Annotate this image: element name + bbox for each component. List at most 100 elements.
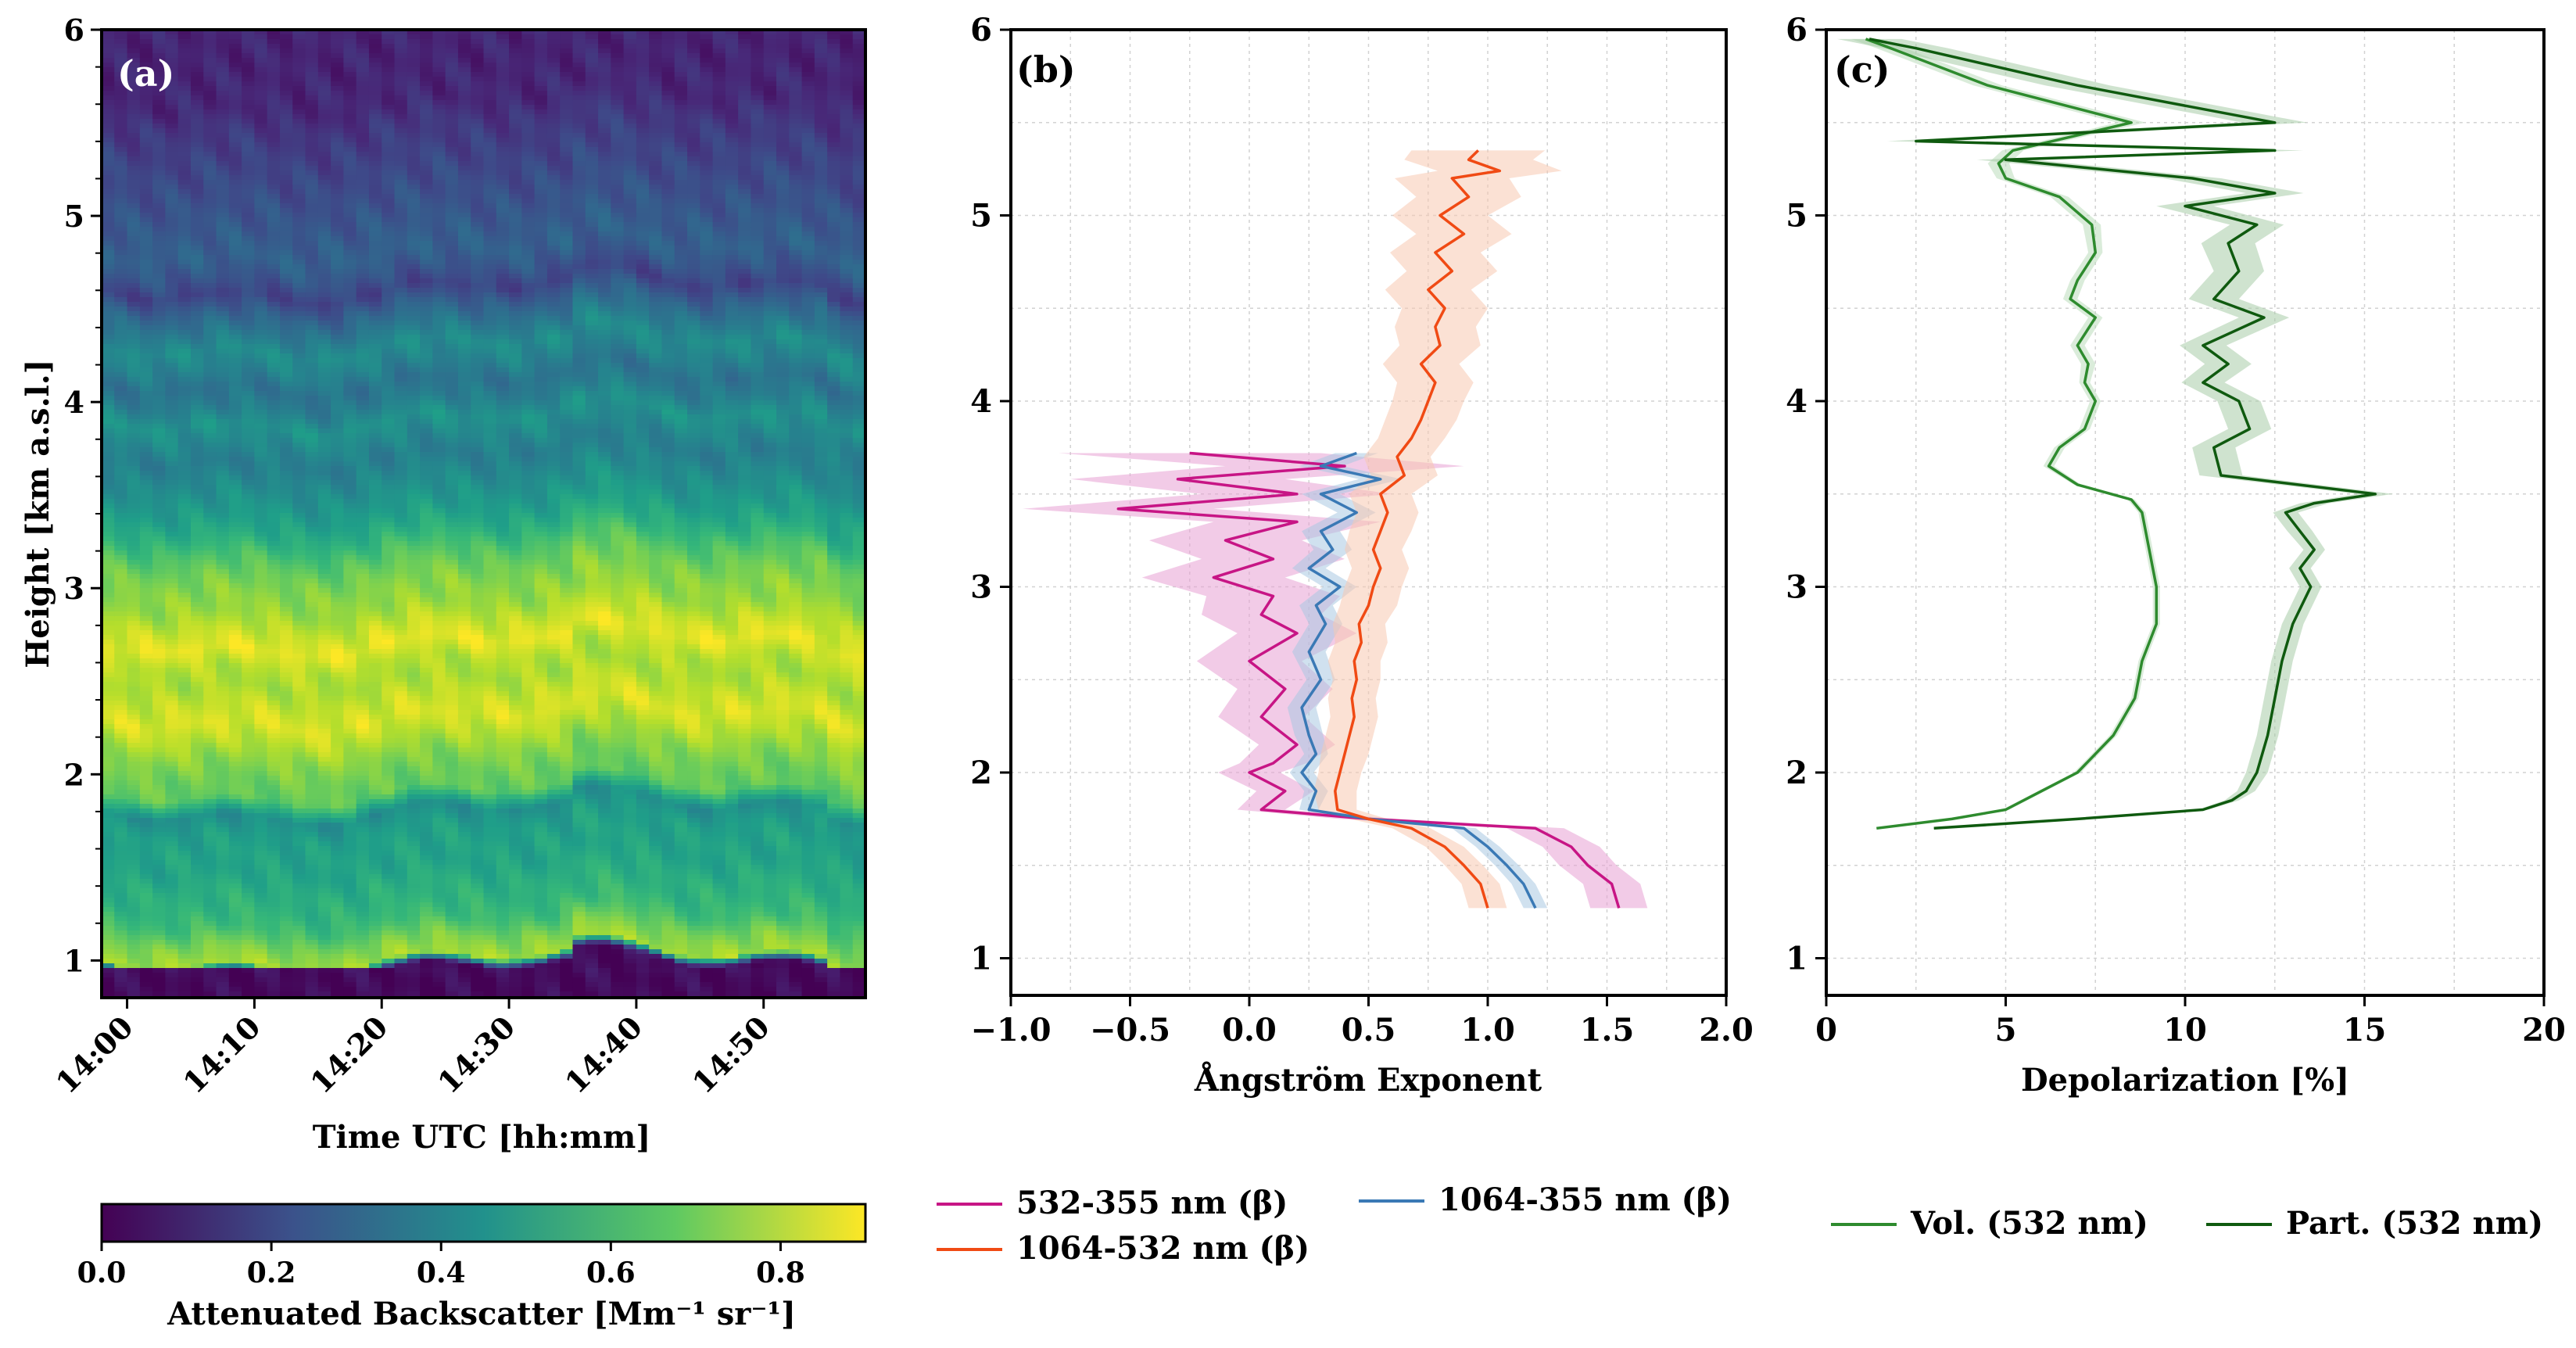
heatmap-cell [228, 494, 242, 500]
heatmap-cell [242, 940, 255, 945]
heatmap-cell [216, 124, 230, 129]
heatmap-cell [267, 414, 281, 420]
heatmap-cell [305, 443, 319, 448]
heatmap-cell [165, 987, 179, 992]
heatmap-cell [317, 39, 331, 45]
heatmap-cell [177, 39, 192, 45]
heatmap-cell [102, 63, 115, 68]
heatmap-cell [102, 335, 115, 340]
heatmap-cell [292, 297, 306, 303]
heatmap-cell [165, 128, 179, 134]
heatmap-cell [216, 283, 230, 289]
heatmap-cell [317, 382, 331, 387]
heatmap-cell [216, 77, 230, 82]
heatmap-cell [228, 485, 242, 490]
heatmap-cell [177, 283, 192, 289]
heatmap-cell [190, 292, 204, 298]
heatmap-cell [368, 565, 382, 570]
heatmap-cell [331, 189, 344, 195]
heatmap-cell [292, 471, 306, 476]
heatmap-cell [127, 48, 141, 54]
heatmap-cell [228, 701, 242, 706]
heatmap-cell [382, 611, 396, 617]
heatmap-cell [317, 902, 331, 908]
heatmap-cell [292, 222, 306, 228]
heatmap-cell [356, 231, 370, 237]
heatmap-cell [127, 288, 141, 293]
heatmap-cell [305, 30, 319, 35]
heatmap-cell [305, 738, 319, 744]
heatmap-cell [254, 630, 268, 636]
heatmap-cell [356, 452, 370, 457]
heatmap-cell [368, 841, 382, 847]
heatmap-cell [177, 424, 192, 429]
heatmap-cell [139, 142, 153, 148]
heatmap-cell [279, 644, 293, 650]
heatmap-cell [279, 185, 293, 190]
heatmap-cell [152, 898, 167, 903]
heatmap-cell [382, 705, 396, 711]
heatmap-cell [331, 827, 344, 833]
heatmap-cell [267, 382, 281, 387]
heatmap-cell [382, 518, 396, 523]
heatmap-cell [368, 583, 382, 589]
heatmap-cell [228, 945, 242, 950]
heatmap-cell [254, 236, 268, 242]
heatmap-cell [242, 963, 255, 969]
heatmap-cell [305, 747, 319, 753]
heatmap-cell [127, 823, 141, 828]
heatmap-cell [343, 837, 357, 842]
heatmap-cell [216, 34, 230, 40]
heatmap-cell [228, 766, 242, 772]
heatmap-cell [279, 893, 293, 898]
heatmap-cell [127, 579, 141, 584]
heatmap-cell [317, 921, 331, 927]
heatmap-cell [114, 367, 128, 373]
heatmap-cell [242, 391, 255, 396]
heatmap-cell [165, 152, 179, 157]
heatmap-cell [368, 926, 382, 931]
heatmap-cell [127, 185, 141, 190]
heatmap-cell [331, 161, 344, 167]
heatmap-cell [242, 353, 255, 359]
heatmap-cell [305, 579, 319, 584]
heatmap-cell [242, 349, 255, 354]
heatmap-cell [305, 471, 319, 476]
heatmap-cell [228, 353, 242, 359]
heatmap-cell [279, 175, 293, 181]
heatmap-cell [152, 208, 167, 213]
heatmap-cell [356, 949, 370, 955]
heatmap-cell [254, 170, 268, 176]
heatmap-cell [279, 668, 293, 673]
heatmap-cell [407, 114, 421, 120]
heatmap-cell [152, 457, 167, 462]
heatmap-cell [102, 321, 115, 326]
heatmap-cell [228, 180, 242, 185]
heatmap-cell [216, 808, 230, 814]
heatmap-cell [139, 372, 153, 378]
heatmap-cell [279, 977, 293, 983]
heatmap-cell [228, 738, 242, 744]
heatmap-cell [216, 846, 230, 851]
heatmap-cell [254, 926, 268, 931]
heatmap-cell [407, 58, 421, 63]
heatmap-cell [292, 203, 306, 209]
heatmap-cell [368, 888, 382, 894]
heatmap-cell [331, 579, 344, 584]
heatmap-cell [394, 982, 408, 988]
heatmap-cell [152, 733, 167, 739]
heatmap-cell [165, 635, 179, 640]
heatmap-cell [382, 297, 396, 303]
heatmap-cell [356, 733, 370, 739]
heatmap-cell [356, 292, 370, 298]
heatmap-cell [279, 358, 293, 364]
heatmap-cell [152, 377, 167, 382]
heatmap-cell [331, 302, 344, 307]
heatmap-cell [228, 884, 242, 889]
heatmap-cell [139, 532, 153, 537]
heatmap-cell [177, 658, 192, 664]
heatmap-cell [127, 180, 141, 185]
heatmap-cell [177, 541, 192, 547]
heatmap-cell [152, 715, 167, 720]
heatmap-cell [152, 452, 167, 457]
